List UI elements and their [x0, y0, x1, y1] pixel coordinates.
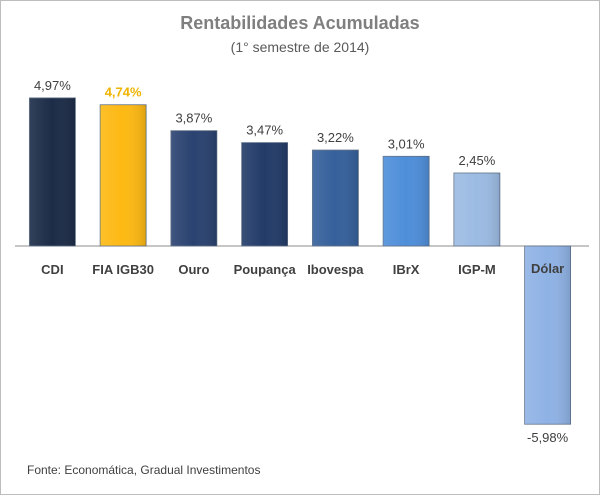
bar-shade-3 — [241, 142, 288, 246]
category-label-5: IBrX — [393, 262, 420, 277]
bar-shade-0 — [29, 97, 76, 246]
category-label-1: FIA IGB30 — [92, 262, 154, 277]
category-label-0: CDI — [41, 262, 63, 277]
bar-shade-6 — [453, 172, 500, 246]
data-label-4: 3,22% — [317, 130, 354, 145]
bar-shade-5 — [383, 156, 430, 246]
bar-shade-7 — [524, 246, 571, 425]
category-label-7: Dólar — [531, 261, 564, 276]
data-label-6: 2,45% — [458, 153, 495, 168]
chart-title: Rentabilidades Acumuladas — [180, 13, 420, 33]
data-label-5: 3,01% — [388, 136, 425, 151]
category-label-3: Poupança — [234, 262, 297, 277]
bar-shade-2 — [170, 130, 217, 246]
category-label-6: IGP-M — [458, 262, 496, 277]
data-label-7: -5,98% — [527, 430, 569, 445]
data-label-0: 4,97% — [34, 78, 71, 93]
chart-subtitle: (1° semestre de 2014) — [230, 39, 370, 55]
data-label-1: 4,74% — [105, 85, 142, 100]
source-note: Fonte: Economática, Gradual Investimento… — [27, 463, 261, 477]
category-label-2: Ouro — [178, 262, 209, 277]
bar-shade-4 — [312, 150, 359, 246]
data-label-2: 3,87% — [175, 111, 212, 126]
data-label-3: 3,47% — [246, 123, 283, 138]
category-label-4: Ibovespa — [307, 262, 364, 277]
bar-shade-1 — [100, 104, 147, 246]
